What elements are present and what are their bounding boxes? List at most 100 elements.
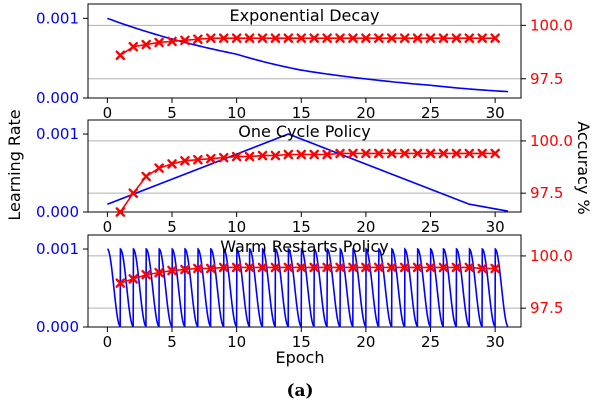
axes-frame [87, 234, 522, 328]
accuracy-marker [231, 262, 242, 273]
accuracy-marker [218, 152, 229, 163]
accuracy-marker [180, 264, 190, 275]
accuracy-marker [477, 33, 488, 43]
accuracy-marker [490, 33, 500, 43]
accuracy-marker [399, 33, 410, 43]
accuracy-marker [425, 262, 436, 273]
accuracy-marker [335, 33, 345, 43]
learning-rate-line [107, 133, 509, 213]
subplot-1: 0 5 10 15 20 25 30 0.000 0.001 97.5 100.0 Exponenti… [36, 3, 573, 122]
right-tick-label: 97.5 [530, 299, 563, 317]
left-tick-label: 0.001 [36, 125, 79, 143]
right-axis-label: Accuracy % [574, 121, 593, 214]
accuracy-marker [374, 33, 384, 43]
axes-frame [87, 119, 522, 213]
accuracy-marker [438, 262, 449, 273]
accuracy-marker [386, 33, 397, 43]
accuracy-marker [180, 155, 190, 166]
accuracy-marker [244, 151, 255, 162]
accuracy-marker [115, 207, 126, 217]
accuracy-line [120, 266, 496, 284]
accuracy-marker [399, 148, 410, 159]
accuracy-marker [193, 154, 203, 165]
accuracy-marker [386, 262, 397, 273]
accuracy-marker [141, 269, 151, 280]
accuracy-marker [477, 148, 488, 159]
right-tick-label: 97.5 [530, 70, 563, 88]
accuracy-marker [412, 33, 423, 43]
accuracy-marker [361, 33, 371, 43]
x-tick-label: 5 [167, 218, 177, 236]
subplot-3: 0 5 10 15 20 25 30 0.000 0.001 97.5 100.0 Warm Rest… [36, 234, 573, 351]
x-tick-label: 0 [103, 333, 113, 351]
accuracy-marker [283, 33, 294, 43]
accuracy-marker [283, 262, 294, 273]
accuracy-marker [128, 41, 139, 52]
accuracy-marker [322, 33, 332, 43]
accuracy-marker [244, 262, 255, 273]
accuracy-marker [167, 36, 177, 47]
accuracy-marker [283, 149, 294, 160]
accuracy-marker [218, 33, 229, 43]
x-tick-label: 15 [292, 333, 311, 351]
x-tick-label: 25 [421, 218, 440, 236]
right-tick-label: 100.0 [530, 132, 573, 150]
accuracy-marker [270, 150, 281, 161]
subplot-title: Warm Restarts Policy [220, 237, 389, 256]
accuracy-marker [296, 33, 307, 43]
accuracy-marker [167, 265, 177, 276]
x-tick-label: 20 [356, 218, 375, 236]
accuracy-marker [361, 262, 371, 273]
accuracy-marker [141, 171, 151, 182]
accuracy-marker [154, 267, 164, 278]
accuracy-marker [270, 262, 281, 273]
learning-rate-line [107, 247, 509, 328]
accuracy-marker [386, 148, 397, 159]
accuracy-marker [218, 262, 229, 273]
accuracy-marker [348, 33, 358, 43]
accuracy-marker [167, 159, 177, 169]
axes-frame [87, 3, 522, 99]
accuracy-marker [296, 149, 307, 160]
accuracy-marker [374, 262, 384, 273]
accuracy-marker [257, 150, 268, 161]
left-tick-label: 0.000 [36, 318, 79, 336]
subplot-title: One Cycle Policy [238, 122, 371, 141]
accuracy-marker [309, 149, 319, 160]
left-tick-label: 0.001 [36, 240, 79, 258]
accuracy-marker [309, 262, 319, 273]
subplot-2: 0 5 10 15 20 25 30 0.000 0.001 97.5 100.0 One Cycle… [36, 119, 573, 236]
accuracy-marker [309, 33, 319, 43]
right-tick-label: 100.0 [530, 16, 573, 34]
x-tick-label: 10 [227, 104, 246, 122]
x-tick-label: 15 [292, 218, 311, 236]
accuracy-marker [425, 33, 436, 43]
accuracy-marker [412, 262, 423, 273]
x-tick-label: 0 [103, 218, 113, 236]
accuracy-marker [128, 274, 139, 284]
x-tick-label: 10 [227, 218, 246, 236]
x-tick-label: 10 [227, 333, 246, 351]
accuracy-marker [270, 33, 281, 43]
x-tick-label: 25 [421, 104, 440, 122]
accuracy-marker [231, 33, 242, 43]
accuracy-marker [438, 148, 449, 159]
right-tick-label: 100.0 [530, 247, 573, 265]
accuracy-line [119, 152, 496, 213]
accuracy-marker [451, 148, 462, 159]
learning-rate-line [107, 17, 509, 93]
accuracy-marker [348, 262, 358, 273]
accuracy-marker [115, 278, 126, 288]
left-axis-label: Learning Rate [5, 109, 24, 220]
x-tick-label: 15 [292, 104, 311, 122]
subplot-title: Exponential Decay [230, 6, 380, 25]
accuracy-marker [477, 263, 488, 274]
x-tick-label: 5 [167, 104, 177, 122]
accuracy-marker [115, 50, 126, 61]
left-tick-label: 0.001 [36, 9, 79, 27]
accuracy-marker [425, 148, 436, 159]
accuracy-marker [128, 188, 139, 198]
x-tick-label: 30 [486, 218, 505, 236]
x-tick-label: 0 [103, 104, 113, 122]
accuracy-marker [257, 262, 268, 273]
